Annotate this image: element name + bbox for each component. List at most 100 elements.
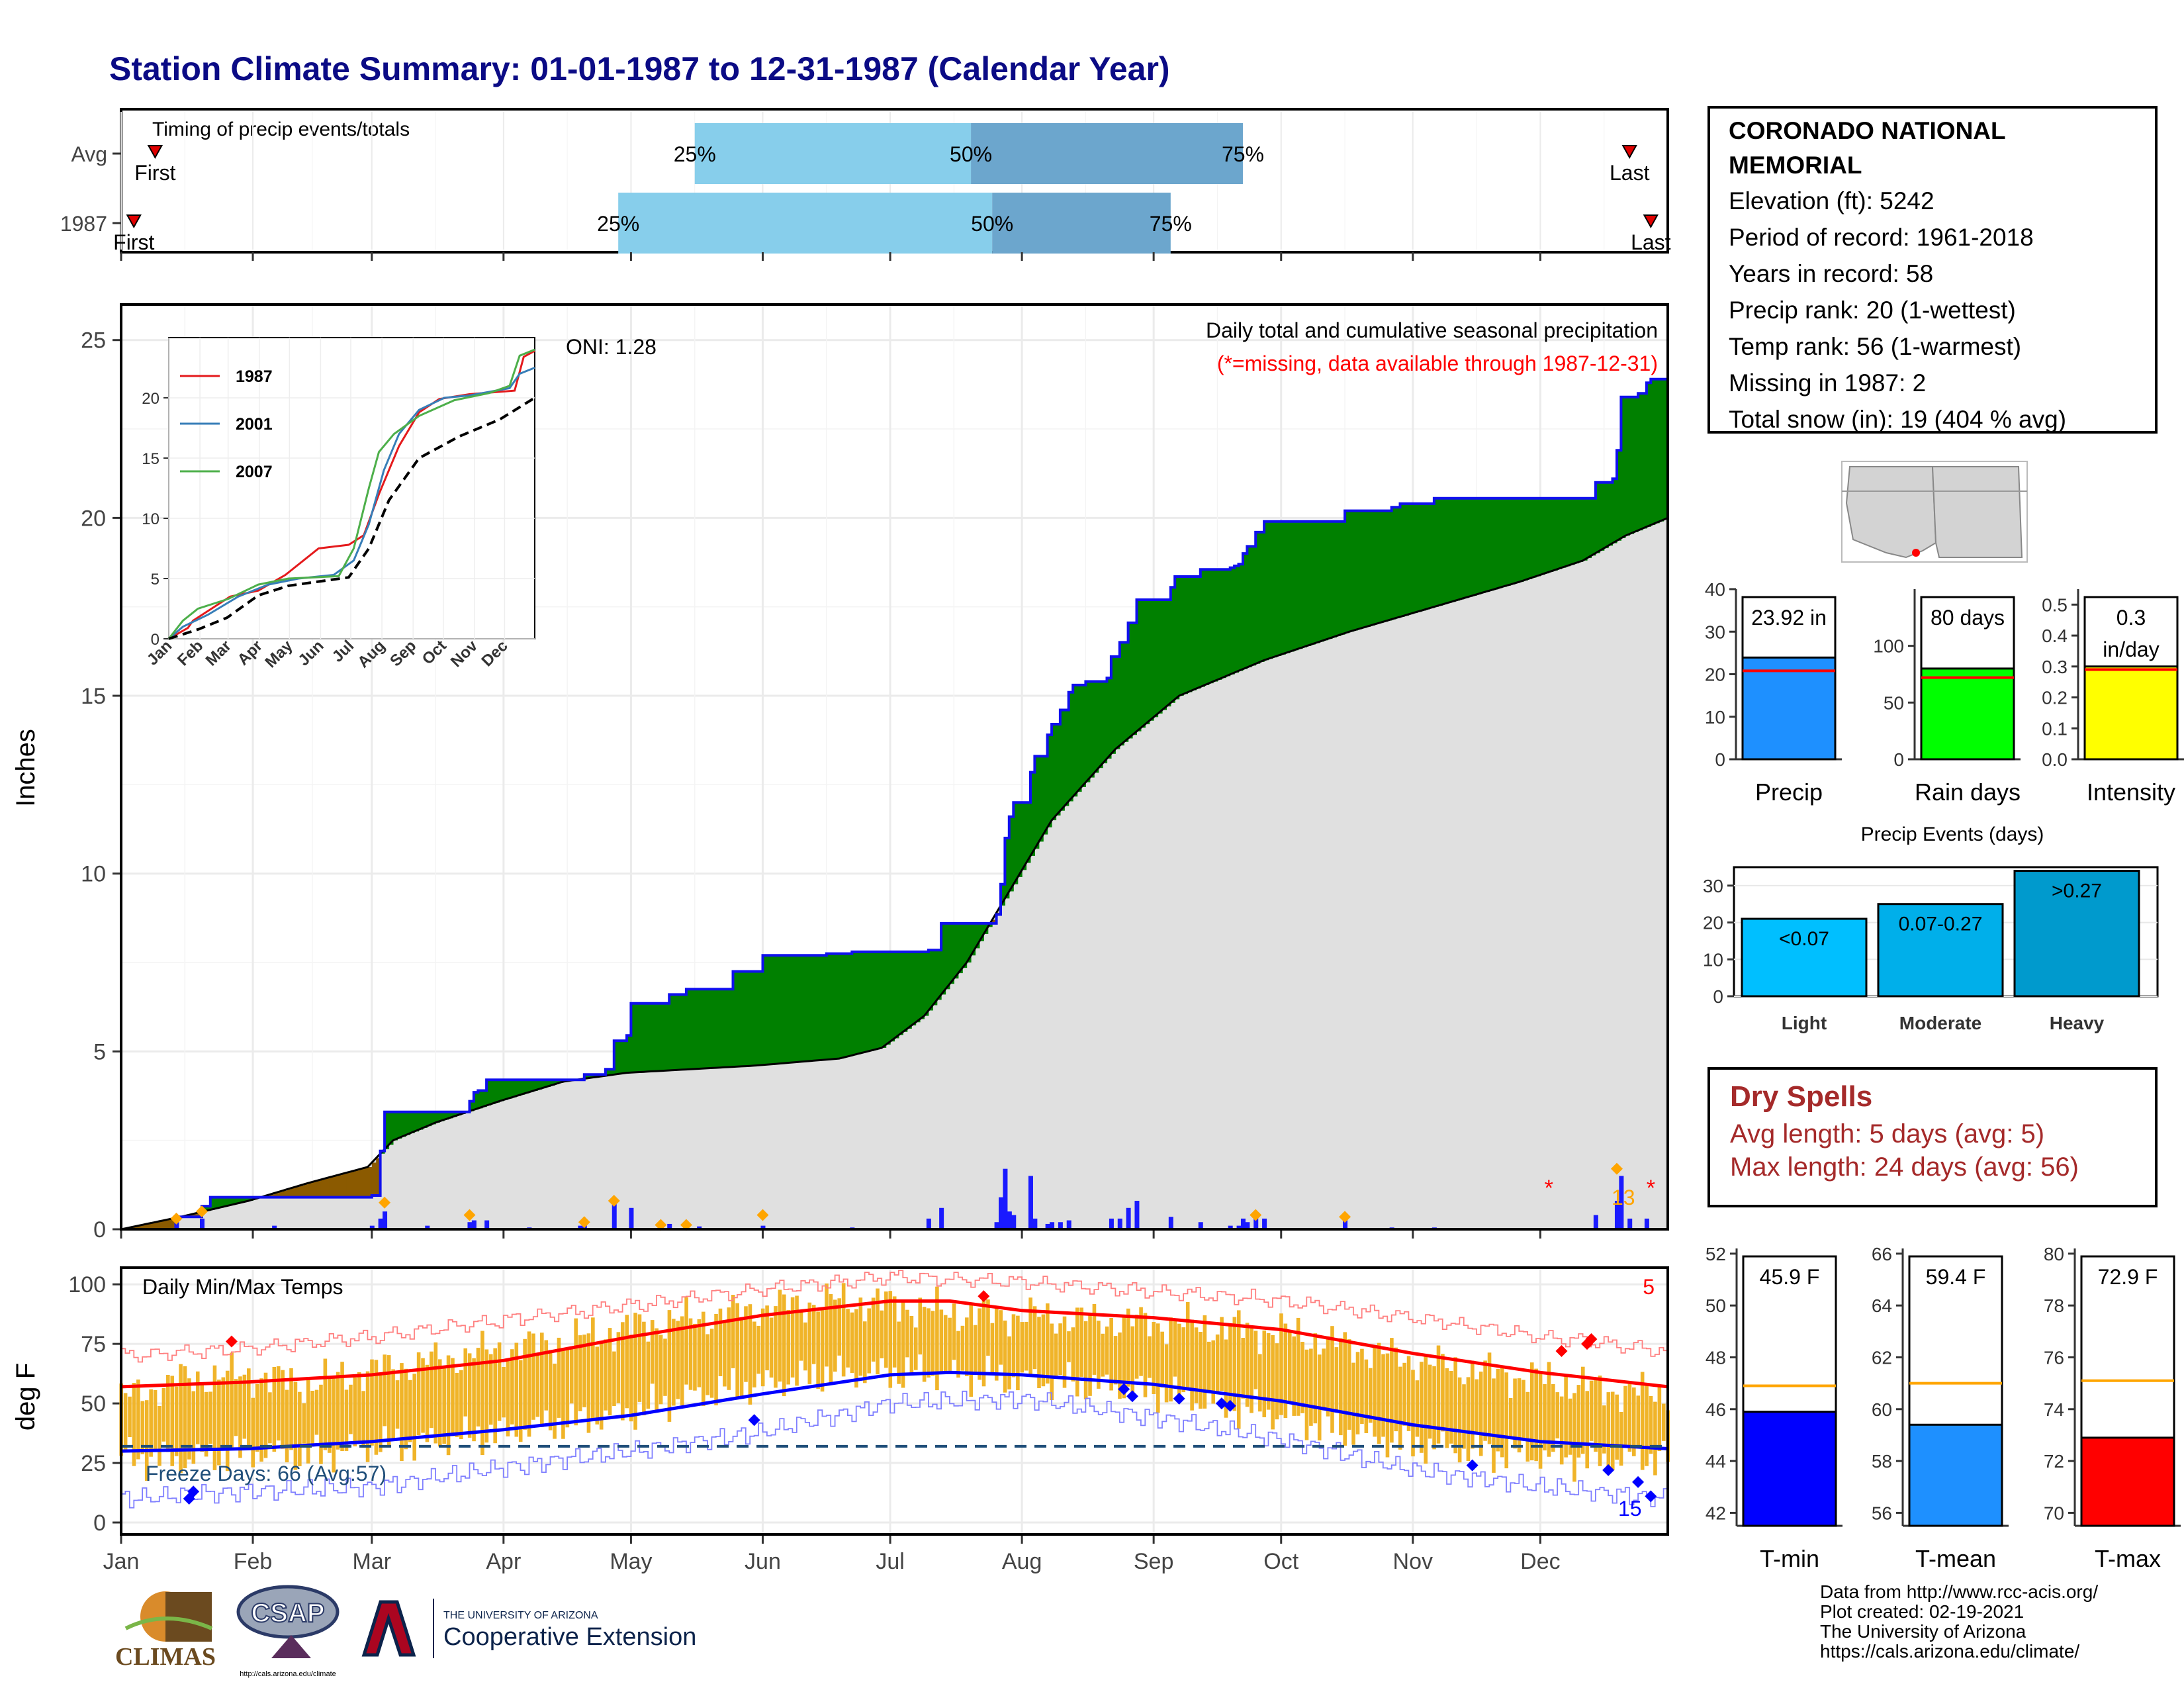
temp-range-bar-8 xyxy=(149,1389,153,1457)
daily-precip-bar-265 xyxy=(1240,1218,1246,1229)
cumulative-diff-318 xyxy=(1468,498,1473,597)
temp-range-bar-44 xyxy=(302,1403,306,1444)
cumulative-diff-308 xyxy=(1426,503,1430,610)
tmean-y-tick-label-56: 56 xyxy=(1872,1503,1892,1523)
tmax-y-tick-label-70: 70 xyxy=(2044,1503,2064,1523)
cumulative-diff-156 xyxy=(780,955,785,1064)
temp-range-bar-52 xyxy=(336,1372,340,1450)
cumulative-diff-199 xyxy=(962,923,968,968)
station-name-2: MEMORIAL xyxy=(1729,152,1862,179)
cumulative-diff-275 xyxy=(1285,521,1291,653)
cumulative-diff-50 xyxy=(329,1177,334,1197)
climas-logo: CLIMAS xyxy=(115,1591,216,1671)
ua-logo: THE UNIVERSITY OF ARIZONA Cooperative Ex… xyxy=(361,1599,696,1658)
temp-range-bar-235 xyxy=(1113,1336,1118,1385)
temp-range-bar-313 xyxy=(1445,1368,1449,1448)
cumulative-diff-90 xyxy=(499,1080,504,1102)
temp-range-bar-334 xyxy=(1534,1368,1538,1462)
intensity-y-tick-label-0.1: 0.1 xyxy=(2042,718,2068,739)
temp-range-bar-79 xyxy=(451,1358,455,1436)
temp-range-bar-241 xyxy=(1139,1307,1143,1376)
temp-range-bar-321 xyxy=(1479,1372,1483,1456)
cumulative-diff-11 xyxy=(163,1220,169,1229)
cumulative-diff-362 xyxy=(1655,379,1660,524)
temp-range-bar-81 xyxy=(459,1370,463,1439)
temp-range-bar-212 xyxy=(1016,1315,1020,1391)
cumulative-diff-139 xyxy=(707,989,712,1068)
temp-range-bar-135 xyxy=(688,1318,693,1390)
temp-range-bar-24 xyxy=(217,1380,221,1466)
temp-range-bar-341 xyxy=(1564,1376,1568,1458)
temp-range-bar-77 xyxy=(442,1368,446,1444)
temp-range-bar-105 xyxy=(561,1348,565,1439)
cumulative-diff-215 xyxy=(1030,772,1035,856)
snow-marker-20 xyxy=(195,1205,208,1218)
cumulative-diff-28 xyxy=(236,1197,241,1204)
temp-range-bar-281 xyxy=(1309,1348,1313,1426)
temp-range-bar-16 xyxy=(183,1366,187,1468)
temp-range-bar-266 xyxy=(1245,1323,1250,1407)
cumulative-diff-203 xyxy=(979,923,984,941)
cumulative-diff-233 xyxy=(1107,678,1112,759)
cumulative-diff-58 xyxy=(363,1168,368,1197)
temp-range-bar-258 xyxy=(1211,1340,1216,1404)
snow-marker-268 xyxy=(1250,1209,1262,1221)
cumulative-diff-24 xyxy=(218,1197,224,1208)
cumulative-diff-120 xyxy=(627,1035,631,1073)
cumulative-diff-263 xyxy=(1234,565,1240,673)
temp-range-bar-186 xyxy=(905,1309,909,1358)
temp-range-bar-31 xyxy=(247,1368,251,1448)
timing-row-label-1987: 1987 xyxy=(60,212,107,236)
daily-precip-bar-208 xyxy=(999,1197,1004,1229)
cumulative-diff-355 xyxy=(1625,397,1630,536)
temp-range-bar-101 xyxy=(544,1340,549,1411)
temp-range-bar-300 xyxy=(1390,1338,1394,1443)
cumulative-diff-180 xyxy=(882,951,887,1048)
temp-range-bar-193 xyxy=(935,1286,939,1391)
intensity-y-tick-label-0.3: 0.3 xyxy=(2042,657,2068,677)
month-label-11: Dec xyxy=(1520,1549,1560,1574)
tmean-value-label: 59.4 F xyxy=(1926,1265,1986,1289)
timing-title: Timing of precip events/totals xyxy=(152,118,410,140)
cumulative-diff-290 xyxy=(1349,510,1354,632)
events-y-tick-label-30: 30 xyxy=(1703,876,1723,896)
daily-precip-bar-264 xyxy=(1236,1225,1242,1229)
daily-precip-bar-354 xyxy=(1619,1176,1624,1229)
cumulative-diff-47 xyxy=(316,1180,322,1197)
daily-precip-bar-255 xyxy=(1198,1222,1203,1229)
temp-range-bar-244 xyxy=(1152,1322,1156,1394)
month-label-10: Nov xyxy=(1393,1549,1433,1574)
cumulative-diff-292 xyxy=(1357,510,1363,630)
temp-range-bar-114 xyxy=(599,1343,604,1430)
temp-range-bar-150 xyxy=(752,1321,756,1387)
cumulative-diff-9 xyxy=(155,1222,160,1229)
events-bar-moderate xyxy=(1877,903,2004,998)
precip-chart: 0 5 10 15 20 25 * * Daily total and cumulative… xyxy=(11,303,1669,1243)
inset-y-tick-label-0: 0 xyxy=(151,631,159,649)
temp-range-bar-219 xyxy=(1046,1303,1050,1384)
snow-marker-152 xyxy=(756,1209,769,1221)
temp-range-bar-352 xyxy=(1610,1391,1615,1471)
cumulative-diff-216 xyxy=(1034,756,1040,849)
temp-range-bar-73 xyxy=(425,1364,430,1442)
cumulative-diff-177 xyxy=(869,951,874,1051)
cumulative-diff-208 xyxy=(1001,884,1005,906)
temp-range-bar-279 xyxy=(1300,1342,1304,1413)
tmax-category-label: T-max xyxy=(2095,1545,2161,1572)
cumulative-diff-276 xyxy=(1289,521,1295,652)
intensity-y-tick-label-0.2: 0.2 xyxy=(2042,688,2068,708)
temp-range-bar-142 xyxy=(718,1308,723,1376)
cumulative-diff-123 xyxy=(639,1003,645,1072)
cumulative-diff-146 xyxy=(737,971,742,1067)
cumulative-diff-87 xyxy=(486,1080,492,1105)
tmin-bar xyxy=(1742,1411,1837,1527)
temp-range-bar-330 xyxy=(1517,1378,1522,1453)
temp-range-bar-82 xyxy=(463,1348,468,1417)
daily-precip-bar-353 xyxy=(1614,1201,1619,1229)
temp-range-bar-48 xyxy=(319,1384,323,1464)
temp-range-bar-215 xyxy=(1028,1297,1032,1378)
temp-range-bar-21 xyxy=(204,1391,208,1457)
precip_total-bar xyxy=(1741,656,1837,761)
record-high-marker-347 xyxy=(1585,1333,1598,1345)
